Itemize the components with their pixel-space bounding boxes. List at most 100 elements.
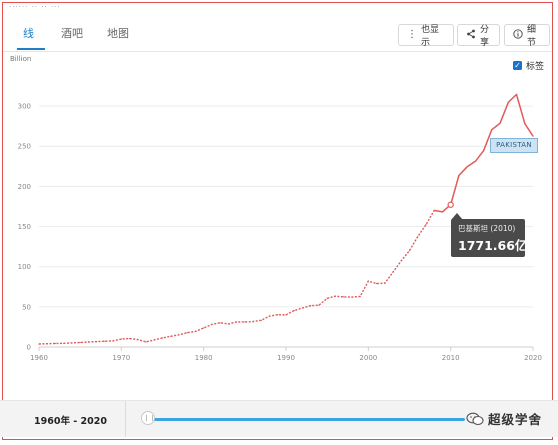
data-point-2012 <box>466 166 468 168</box>
y-tick-label-0: 0 <box>27 344 31 352</box>
data-point-1960 <box>38 343 40 345</box>
data-point-1968 <box>104 340 106 342</box>
details-button[interactable]: 细节 <box>504 24 550 48</box>
data-point-1974 <box>153 339 155 341</box>
data-point-1966 <box>87 341 89 343</box>
year-range-slider-track[interactable] <box>150 418 465 421</box>
data-point-2019 <box>524 122 526 125</box>
watermark-text: 超级学舍 <box>488 412 543 427</box>
data-point-1980 <box>203 327 205 329</box>
data-point-1977 <box>178 334 180 336</box>
data-point-2014 <box>483 150 485 152</box>
also-show-button[interactable]: ⋮ 也显示 <box>398 24 454 48</box>
tab-bar-chart[interactable]: 酒吧 <box>61 27 83 40</box>
data-point-1997 <box>343 296 345 298</box>
data-point-1991 <box>293 309 295 312</box>
highlight-marker <box>447 201 454 208</box>
labels-checkbox-label: 标签 <box>526 62 545 72</box>
data-point-1992 <box>301 307 304 309</box>
tooltip-title: 巴基斯坦 (2010) <box>458 224 516 233</box>
watermark: 超级学舍 <box>466 409 542 428</box>
y-tick-label-200: 200 <box>18 183 31 191</box>
data-point-1967 <box>96 341 98 343</box>
x-tick-label-2010: 2010 <box>442 354 460 362</box>
data-point-2018 <box>515 93 518 96</box>
data-point-1962 <box>54 342 57 345</box>
x-tick-label-1980: 1980 <box>195 354 213 362</box>
y-tick-label-250: 250 <box>18 143 31 151</box>
data-point-2004 <box>400 260 402 262</box>
data-point-2015 <box>491 129 493 131</box>
data-point-1963 <box>63 342 65 344</box>
data-point-2008 <box>433 209 435 212</box>
data-point-1994 <box>318 304 320 306</box>
data-point-2002 <box>384 282 386 284</box>
data-point-2003 <box>392 271 394 273</box>
data-point-2020 <box>532 135 534 137</box>
range-divider <box>125 401 126 437</box>
x-tick-label-1990: 1990 <box>277 354 295 362</box>
checkbox-checked-icon[interactable]: ✓ <box>513 61 522 70</box>
data-point-1988 <box>268 315 271 317</box>
y-axis-unit-label: Billion <box>10 55 32 63</box>
data-point-1983 <box>227 323 229 325</box>
data-point-1985 <box>244 321 246 323</box>
x-tick-label-1970: 1970 <box>112 354 130 362</box>
data-point-2005 <box>408 249 411 252</box>
data-point-2013 <box>474 160 476 162</box>
labels-checkbox[interactable]: ✓ 标签 <box>513 59 544 72</box>
data-point-1996 <box>334 295 336 297</box>
tab-map[interactable]: 地图 <box>107 27 129 40</box>
year-range-bar: 1960年 - 2020 <box>0 400 558 437</box>
data-point-2000 <box>367 280 369 282</box>
tab-line[interactable]: 线 <box>23 27 34 40</box>
data-point-2007 <box>425 224 427 226</box>
data-point-1981 <box>211 323 213 326</box>
y-tick-label-50: 50 <box>22 303 31 311</box>
data-point-1969 <box>112 340 114 342</box>
details-label: 细节 <box>527 25 537 48</box>
data-point-2009 <box>441 211 444 213</box>
data-point-1982 <box>219 322 221 324</box>
wechat-icon <box>466 412 484 425</box>
data-point-1975 <box>161 337 164 339</box>
data-point-1972 <box>137 339 139 341</box>
line-chart: 0 50 100 150 200 250 300 1960 1970 1980 1990 2000 20… <box>18 93 542 362</box>
also-show-label: 也显示 <box>421 25 440 48</box>
tab-bar: 线 酒吧 地图 ⋮ 也显示 分享 细节 <box>3 17 552 52</box>
active-tab-indicator <box>17 48 45 50</box>
share-icon <box>466 29 476 42</box>
data-point-1989 <box>277 314 279 316</box>
data-point-2016 <box>499 122 501 124</box>
y-tick-label-100: 100 <box>18 263 31 271</box>
series-end-label: PAKISTAN <box>490 138 538 153</box>
data-point-2011 <box>458 174 460 177</box>
y-tick-label-300: 300 <box>18 103 31 111</box>
year-range-label: 1960年 - 2020 <box>34 416 107 427</box>
data-point-1965 <box>79 341 81 344</box>
cropped-header-text: ······ ·· ·· ··· <box>9 3 61 11</box>
share-label: 分享 <box>480 25 490 48</box>
data-point-1973 <box>145 341 147 343</box>
data-point-1978 <box>186 332 188 334</box>
data-point-1971 <box>128 337 131 340</box>
series-line-0 <box>434 93 534 213</box>
data-point-1979 <box>194 330 197 333</box>
data-point-1964 <box>71 342 73 344</box>
data-point-2017 <box>507 101 509 103</box>
share-button[interactable]: 分享 <box>457 24 500 48</box>
data-point-2001 <box>375 282 378 285</box>
data-point-1999 <box>359 295 361 298</box>
year-range-slider-handle[interactable] <box>141 411 155 425</box>
more-vertical-icon: ⋮ <box>407 29 417 40</box>
y-tick-label-150: 150 <box>18 223 31 231</box>
x-tick-label-2020: 2020 <box>524 354 542 362</box>
data-point-1993 <box>310 305 312 307</box>
data-point-1995 <box>326 297 328 299</box>
info-icon <box>513 28 523 42</box>
series-line-early-0 <box>38 210 435 345</box>
tooltip-value: 1771.66亿 <box>458 238 528 253</box>
data-point-1998 <box>351 296 353 298</box>
data-point-1990 <box>285 314 287 316</box>
data-point-1961 <box>46 343 48 345</box>
